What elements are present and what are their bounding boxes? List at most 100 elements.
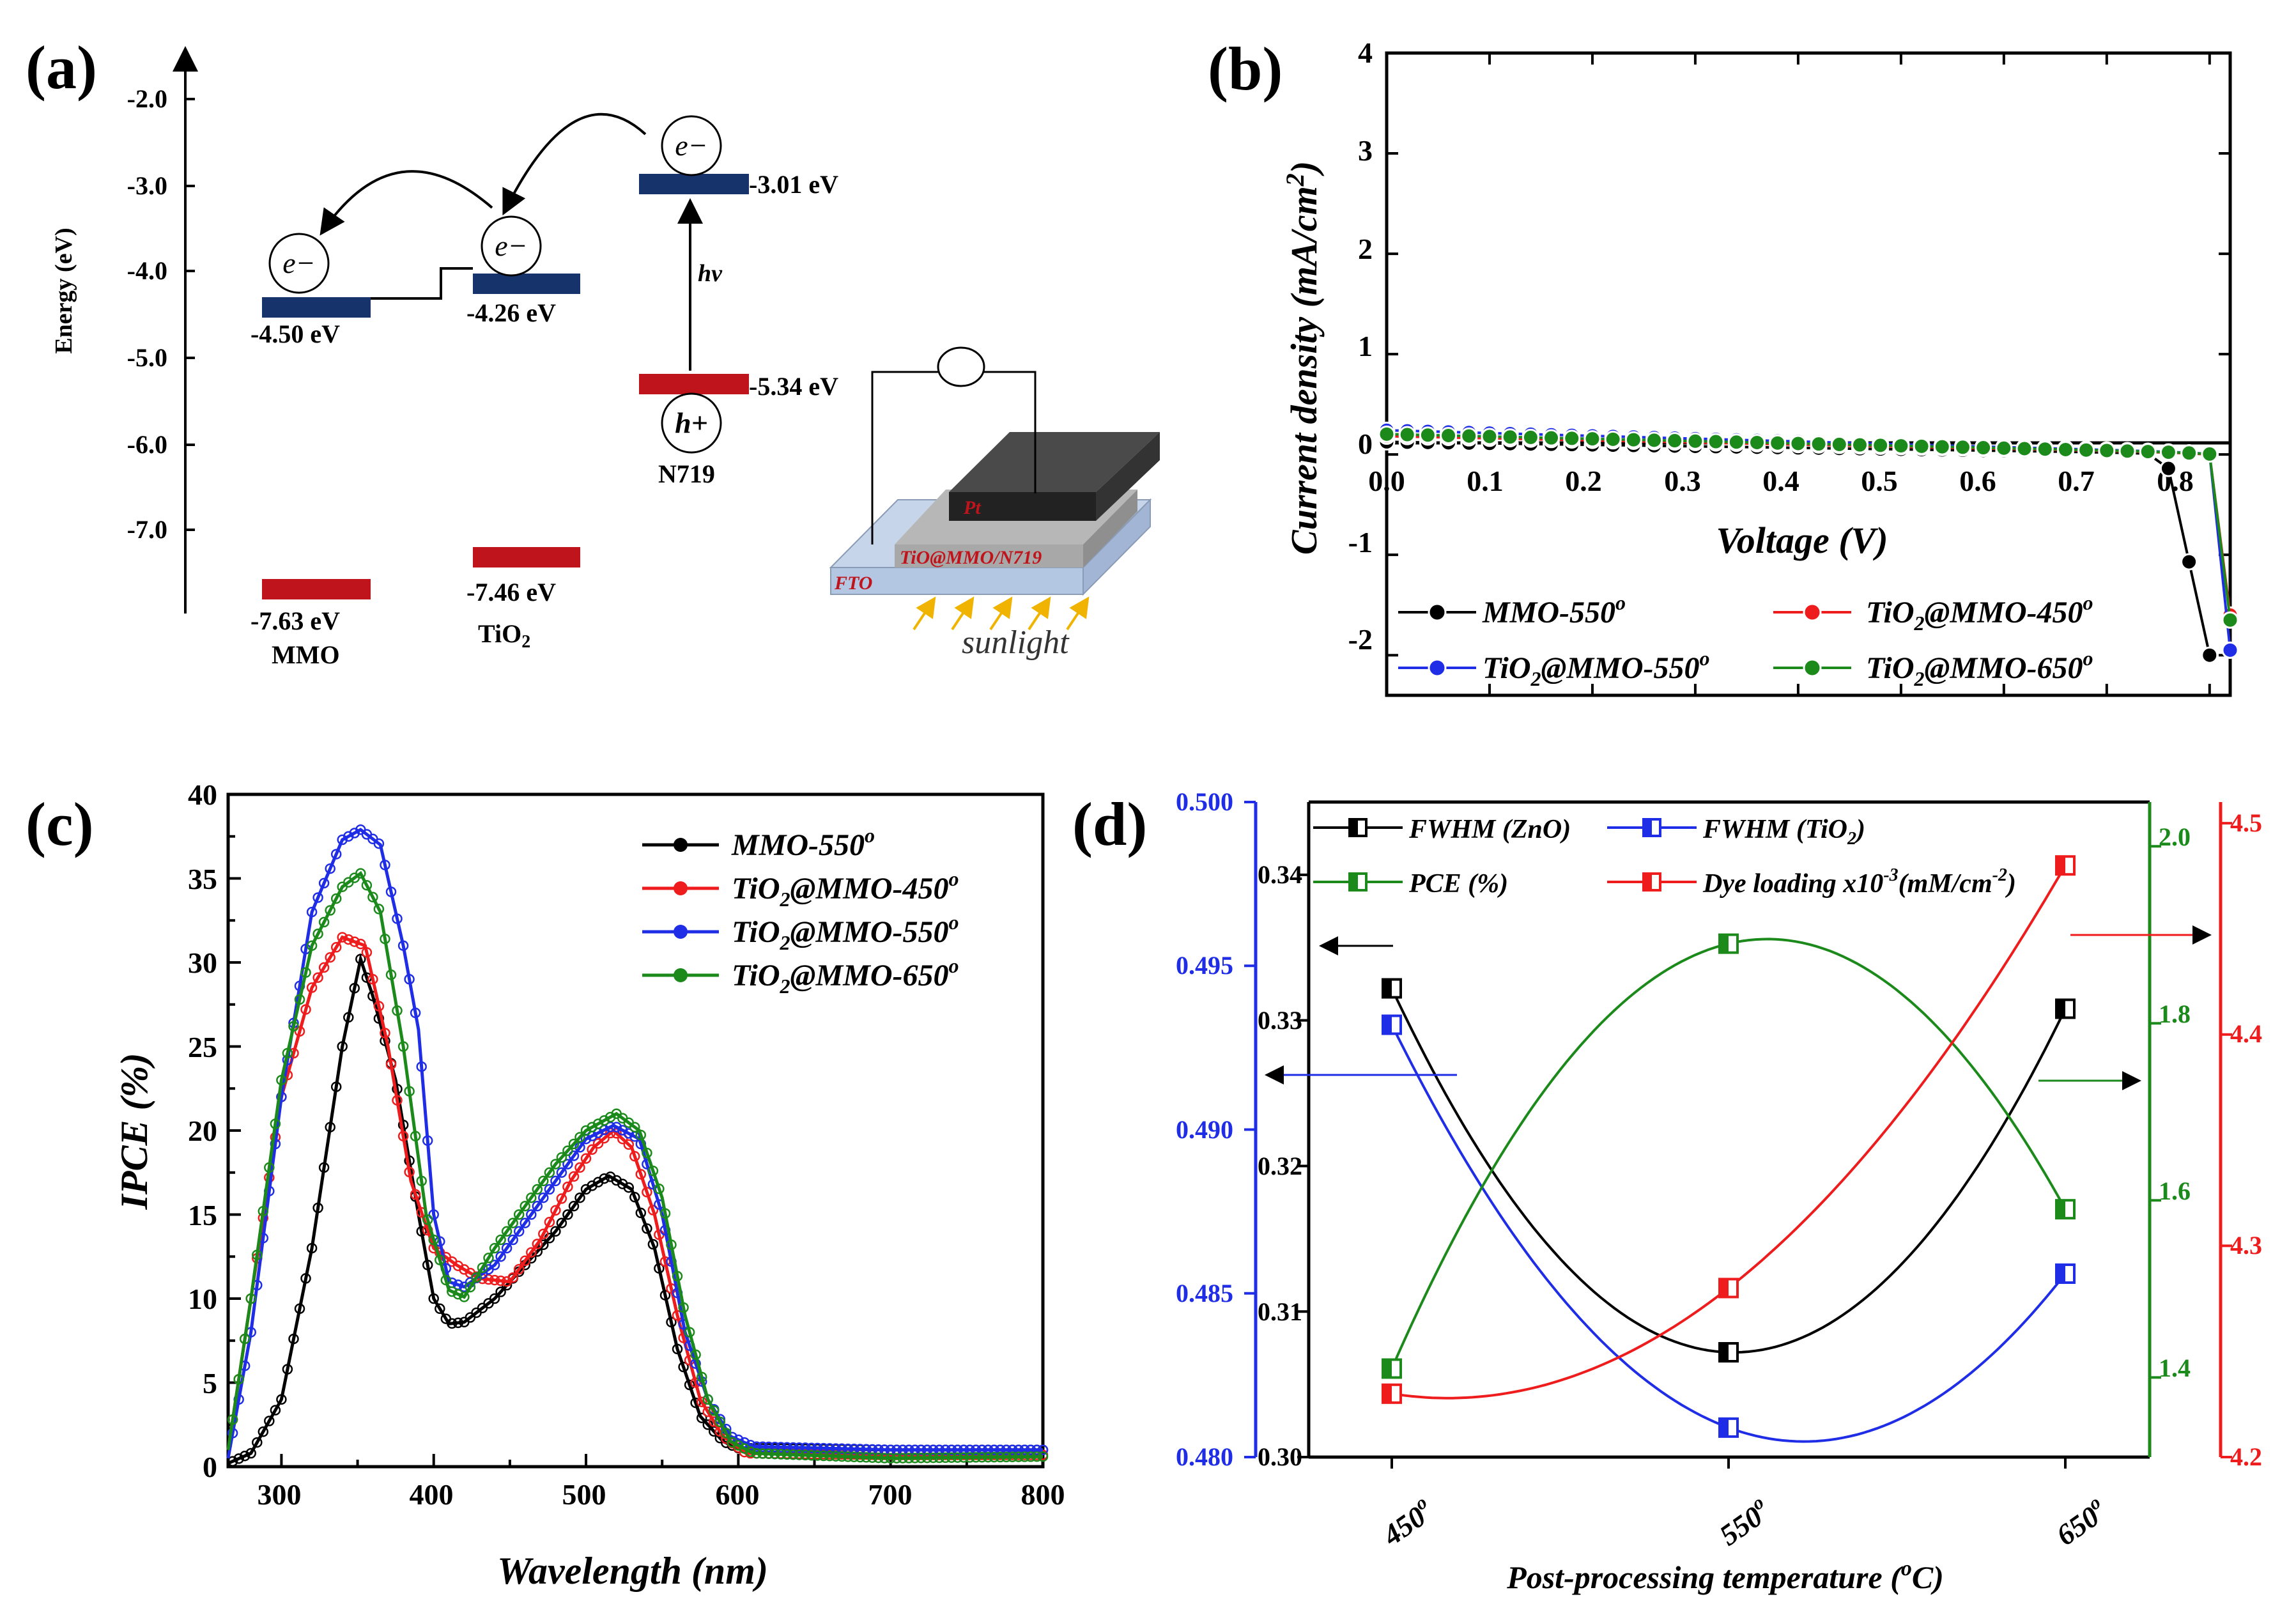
ipce-point — [916, 1444, 927, 1455]
svg-text:FWHM (ZnO): FWHM (ZnO) — [1408, 815, 1571, 844]
device-schematic: Pt TiO@MMO/N719 FTO sunlight — [829, 346, 1160, 661]
ipce-point — [642, 1147, 652, 1159]
ipce-point — [873, 1452, 884, 1463]
transfer-arrow-tio2-mmo — [320, 170, 493, 236]
ipce-point — [812, 1450, 823, 1461]
y-tick-label-ftio2: 0.490 — [1176, 1115, 1233, 1144]
legend-item-tio2-mmo-550: TiO2@MMO-550o — [642, 911, 959, 954]
ipce-point — [849, 1451, 859, 1462]
d-series — [1382, 855, 2076, 1404]
panel-label-b: (b) — [1208, 35, 1283, 103]
y-tick-label-b: 0 — [1358, 428, 1373, 460]
ipce-point — [775, 1449, 787, 1460]
ipce-point — [306, 982, 318, 993]
ipce-point — [611, 1122, 622, 1132]
ipce-point — [647, 1205, 659, 1216]
d-marker-fill — [1720, 1343, 1729, 1361]
ipce-point — [355, 954, 366, 964]
tio2-vb-level — [473, 547, 580, 568]
x-tick-label-b: 0.3 — [1664, 465, 1701, 497]
jv-point — [1501, 428, 1519, 446]
ipce-point — [946, 1444, 957, 1455]
ipce-point — [806, 1442, 817, 1453]
x-axis-label-c: Wavelength (nm) — [497, 1550, 768, 1592]
ipce-series — [226, 868, 1049, 1464]
ipce-point — [501, 1242, 512, 1254]
x-tick-label-d: 550o — [1712, 1492, 1776, 1552]
ipce-point — [306, 1242, 318, 1254]
jv-point — [1543, 429, 1560, 447]
jv-point — [2201, 646, 2219, 664]
ipce-point — [556, 1217, 567, 1228]
ipce-point — [447, 1318, 458, 1329]
ipce-point — [1025, 1444, 1036, 1455]
panel-b: (b) 0.0 0.1 0.2 0.3 0.4 0.5 0.6 0.7 0.8 … — [1208, 35, 2239, 697]
svg-text:TiO2@MMO-550o: TiO2@MMO-550o — [1483, 647, 1710, 690]
ipce-point — [477, 1262, 488, 1273]
legend-d: FWHM (ZnO) FWHM (TiO2) PCE (%) Dye loadi… — [1313, 815, 2016, 899]
ipce-point — [714, 1416, 726, 1428]
layer-pt-label: Pt — [963, 497, 982, 518]
d-series — [1382, 933, 2076, 1379]
ipce-point — [580, 1153, 592, 1164]
ipce-point — [556, 1193, 567, 1204]
ipce-point — [233, 1373, 244, 1385]
ipce-point — [696, 1371, 707, 1382]
ipce-point — [647, 1165, 659, 1177]
y-tick-label-ftio2: 0.495 — [1176, 951, 1233, 980]
ipce-point — [343, 934, 354, 945]
ipce-point — [629, 1151, 640, 1162]
x-tick-label-c: 400 — [410, 1478, 454, 1511]
d-curve — [1391, 1024, 2067, 1443]
ipce-point — [842, 1443, 854, 1455]
jv-point — [2098, 442, 2116, 459]
ipce-point — [605, 1122, 616, 1132]
ipce-point — [982, 1444, 994, 1455]
ipce-point — [526, 1192, 537, 1203]
jv-point — [1933, 438, 1951, 456]
ipce-point — [410, 1131, 421, 1142]
y-tick-label-fzno: 0.30 — [1258, 1442, 1302, 1471]
jv-point — [2180, 553, 2198, 571]
ipce-point — [854, 1451, 866, 1463]
ipce-point — [258, 1426, 269, 1437]
d-marker-fill — [1383, 1015, 1392, 1034]
ipce-point — [550, 1175, 561, 1187]
x-tick-label-b: 0.6 — [1959, 465, 1996, 497]
ipce-point — [1025, 1451, 1036, 1462]
y-tick-label-b: 4 — [1358, 36, 1373, 69]
ipce-point — [361, 879, 373, 891]
d-marker-fill — [2056, 1265, 2065, 1283]
ipce-point — [861, 1452, 872, 1463]
jv-point — [1440, 427, 1458, 445]
jv-series — [1378, 425, 2239, 629]
hole-circle-n719: h+ — [661, 392, 722, 454]
ipce-point — [574, 1192, 585, 1203]
ticks-d — [1244, 801, 2232, 1469]
y-tick-label-c: 0 — [203, 1451, 217, 1483]
y-tick-label-pce: 1.4 — [2159, 1354, 2191, 1382]
ipce-point — [1013, 1451, 1024, 1462]
x-tick-label-d: 450o — [1375, 1492, 1440, 1552]
ipce-point — [916, 1453, 927, 1463]
ipce-point — [970, 1444, 982, 1455]
ipce-point — [428, 1209, 439, 1220]
series-d — [1382, 855, 2076, 1443]
ipce-point — [489, 1260, 500, 1270]
ipce-point — [629, 1192, 640, 1203]
x-tick-label-b: 0.1 — [1467, 465, 1504, 497]
y-tick-label-b: -1 — [1348, 526, 1373, 559]
ipce-point — [428, 1234, 439, 1246]
transfer-arrow-n719-tio2 — [502, 112, 647, 216]
ipce-point — [538, 1239, 549, 1251]
ipce-point — [562, 1209, 573, 1220]
ipce-point — [940, 1452, 951, 1463]
ipce-point — [318, 962, 330, 973]
ipce-point — [702, 1419, 713, 1430]
ipce-point — [721, 1428, 732, 1439]
ipce-point — [940, 1444, 951, 1455]
ipce-point — [495, 1251, 506, 1262]
ipce-point — [300, 1273, 311, 1284]
jv-point — [1604, 430, 1622, 448]
ipce-point — [343, 1012, 354, 1023]
